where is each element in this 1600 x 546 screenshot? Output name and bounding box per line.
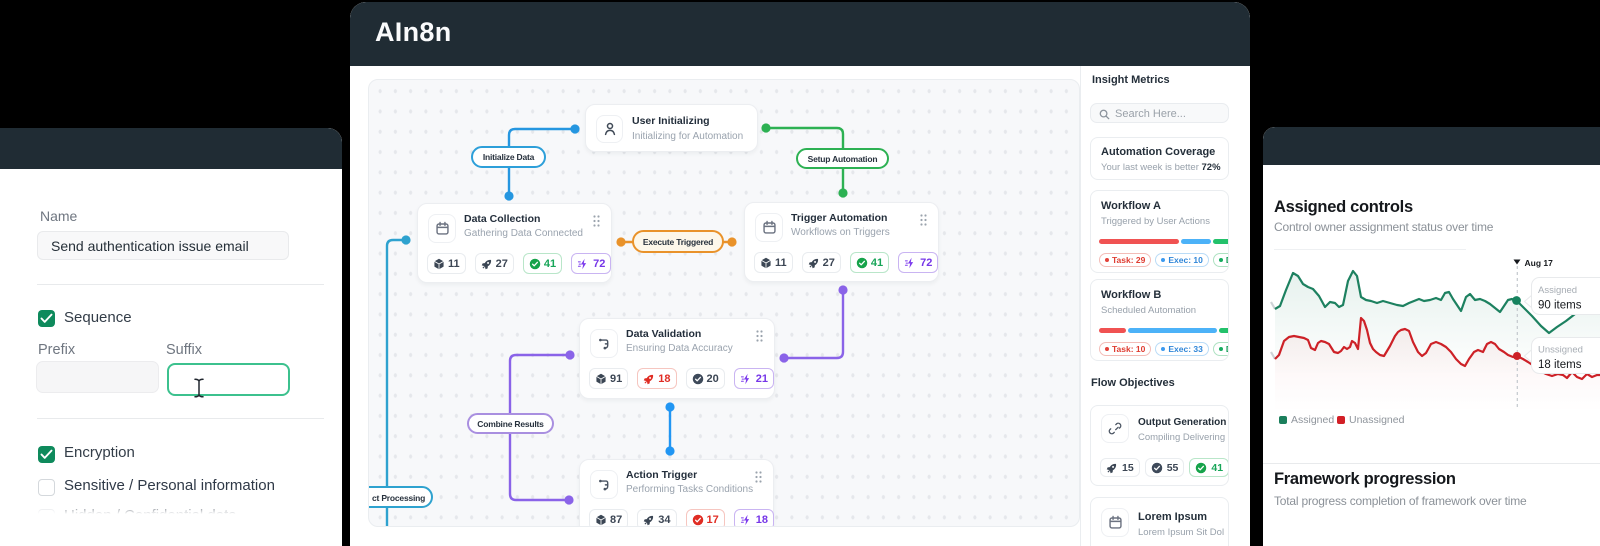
svg-text:90 items: 90 items [1538, 300, 1582, 312]
svg-text:Assigned: Assigned [1538, 285, 1577, 296]
svg-text:18 items: 18 items [1538, 359, 1582, 371]
svg-text:Unssigned: Unssigned [1538, 345, 1583, 356]
svg-text:Aug 17: Aug 17 [1525, 258, 1554, 268]
